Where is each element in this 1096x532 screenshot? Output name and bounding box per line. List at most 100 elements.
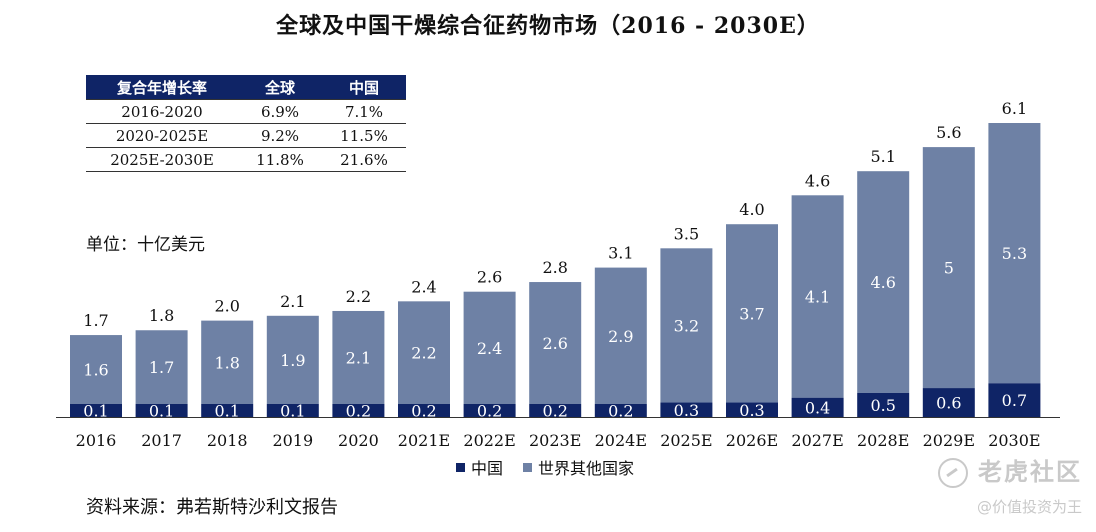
label-total-2022E: 2.6: [477, 268, 502, 287]
cagr-china: 21.6%: [322, 147, 406, 172]
label-rest-2029E: 5: [944, 259, 954, 278]
bar-china-2029E: [922, 388, 975, 417]
x-tick-2023E: 2023E: [529, 431, 581, 450]
label-total-2027E: 4.6: [805, 171, 830, 190]
bar-china-2023E: [529, 404, 582, 417]
label-total-2030E: 6.1: [1002, 99, 1027, 118]
label-total-2019: 2.1: [280, 292, 305, 311]
cagr-header-global: 全球: [238, 75, 322, 100]
cagr-china: 7.1%: [322, 99, 406, 124]
bar-rest-2022E: [463, 291, 516, 404]
x-tick-2027E: 2027E: [791, 431, 843, 450]
bar-rest-2025E: [660, 248, 713, 403]
label-rest-2027E: 4.1: [805, 288, 830, 307]
watermark-main-text: 老虎社区: [978, 458, 1082, 486]
label-rest-2023E: 2.6: [542, 334, 567, 353]
cagr-period: 2020-2025E: [86, 123, 238, 148]
x-tick-2024E: 2024E: [595, 431, 647, 450]
label-china-2027E: 0.4: [805, 398, 830, 417]
x-tick-2016: 2016: [76, 431, 117, 450]
label-china-2026E: 0.3: [739, 401, 764, 420]
bar-rest-2027E: [791, 195, 844, 398]
label-rest-2018: 1.8: [214, 353, 239, 372]
x-tick-2026E: 2026E: [726, 431, 778, 450]
label-china-2025E: 0.3: [674, 401, 699, 420]
cagr-global: 6.9%: [238, 99, 322, 124]
legend-label-china: 中国: [471, 459, 504, 478]
bar-rest-2021E: [398, 301, 450, 404]
label-total-2028E: 5.1: [870, 147, 895, 166]
label-rest-2024E: 2.9: [608, 327, 633, 346]
x-tick-2028E: 2028E: [857, 431, 909, 450]
cagr-china: 11.5%: [322, 123, 406, 148]
label-china-2029E: 0.6: [936, 394, 961, 413]
label-china-2023E: 0.2: [542, 402, 567, 421]
label-rest-2017: 1.7: [149, 358, 174, 377]
cagr-row: 2020-2025E 9.2% 11.5%: [86, 123, 406, 148]
label-total-2018: 2.0: [214, 297, 239, 316]
cagr-table: 复合年增长率 全球 中国 2016-2020 6.9% 7.1% 2020-20…: [86, 75, 406, 172]
bar-china-2028E: [857, 392, 910, 417]
label-china-2022E: 0.2: [477, 402, 502, 421]
label-china-2016: 0.1: [83, 402, 108, 421]
label-china-2018: 0.1: [214, 402, 239, 421]
cagr-period: 2025E-2030E: [86, 147, 238, 172]
cagr-row: 2025E-2030E 11.8% 21.6%: [86, 147, 406, 172]
bar-china-2020: [332, 404, 385, 417]
cagr-row: 2016-2020 6.9% 7.1%: [86, 99, 406, 124]
bar-rest-2016: [70, 335, 122, 404]
label-rest-2028E: 4.6: [870, 273, 895, 292]
label-total-2029E: 5.6: [936, 123, 961, 142]
label-rest-2020: 2.1: [346, 348, 371, 367]
cagr-header-period: 复合年增长率: [86, 75, 238, 100]
label-rest-2025E: 3.2: [674, 316, 699, 335]
bar-china-2026E: [726, 402, 778, 417]
bar-china-2017: [135, 404, 188, 417]
bar-rest-2024E: [594, 267, 647, 404]
label-total-2024E: 3.1: [608, 244, 633, 263]
bar-rest-2023E: [529, 282, 582, 404]
bar-china-2019: [266, 404, 319, 417]
bar-china-2022E: [463, 404, 516, 417]
x-tick-2019: 2019: [272, 431, 313, 450]
bar-rest-2029E: [922, 147, 975, 389]
label-total-2021E: 2.4: [411, 277, 436, 296]
chart-legend: 中国 世界其他国家: [456, 455, 646, 479]
bar-china-2025E: [660, 402, 713, 417]
x-tick-2020: 2020: [338, 431, 379, 450]
chart-title: 全球及中国干燥综合征药物市场（2016 - 2030E）: [276, 13, 820, 39]
cagr-global: 11.8%: [238, 147, 322, 172]
label-china-2021E: 0.2: [411, 402, 436, 421]
x-tick-2025E: 2025E: [660, 431, 712, 450]
label-rest-2022E: 2.4: [477, 339, 502, 358]
source-note: 资料来源：弗若斯特沙利文报告: [86, 497, 338, 518]
label-china-2019: 0.1: [280, 402, 305, 421]
label-china-2017: 0.1: [149, 402, 174, 421]
bar-rest-2028E: [857, 171, 910, 393]
bar-rest-2026E: [726, 224, 778, 403]
legend-item-china: 中国: [456, 455, 503, 479]
label-rest-2019: 1.9: [280, 351, 305, 370]
label-rest-2026E: 3.7: [739, 304, 764, 323]
cagr-table-header: 复合年增长率 全球 中国: [86, 75, 406, 100]
label-total-2020: 2.2: [346, 287, 371, 306]
bar-rest-2020: [332, 310, 385, 404]
x-tick-2029E: 2029E: [923, 431, 975, 450]
label-rest-2030E: 5.3: [1002, 244, 1027, 263]
label-total-2023E: 2.8: [542, 258, 567, 277]
x-tick-2021E: 2021E: [398, 431, 450, 450]
cagr-global: 9.2%: [238, 123, 322, 148]
label-rest-2021E: 2.2: [411, 344, 436, 363]
label-total-2026E: 4.0: [739, 200, 764, 219]
cagr-header-china: 中国: [322, 75, 406, 100]
x-tick-2022E: 2022E: [463, 431, 515, 450]
label-china-2030E: 0.7: [1002, 391, 1027, 410]
bar-china-2027E: [791, 397, 844, 417]
unit-label: 单位：十亿美元: [86, 235, 205, 255]
watermark-logo-icon: [938, 458, 968, 488]
label-china-2024E: 0.2: [608, 402, 633, 421]
x-tick-2017: 2017: [141, 431, 182, 450]
bar-rest-2030E: [988, 123, 1041, 384]
bar-china-2030E: [988, 383, 1041, 417]
